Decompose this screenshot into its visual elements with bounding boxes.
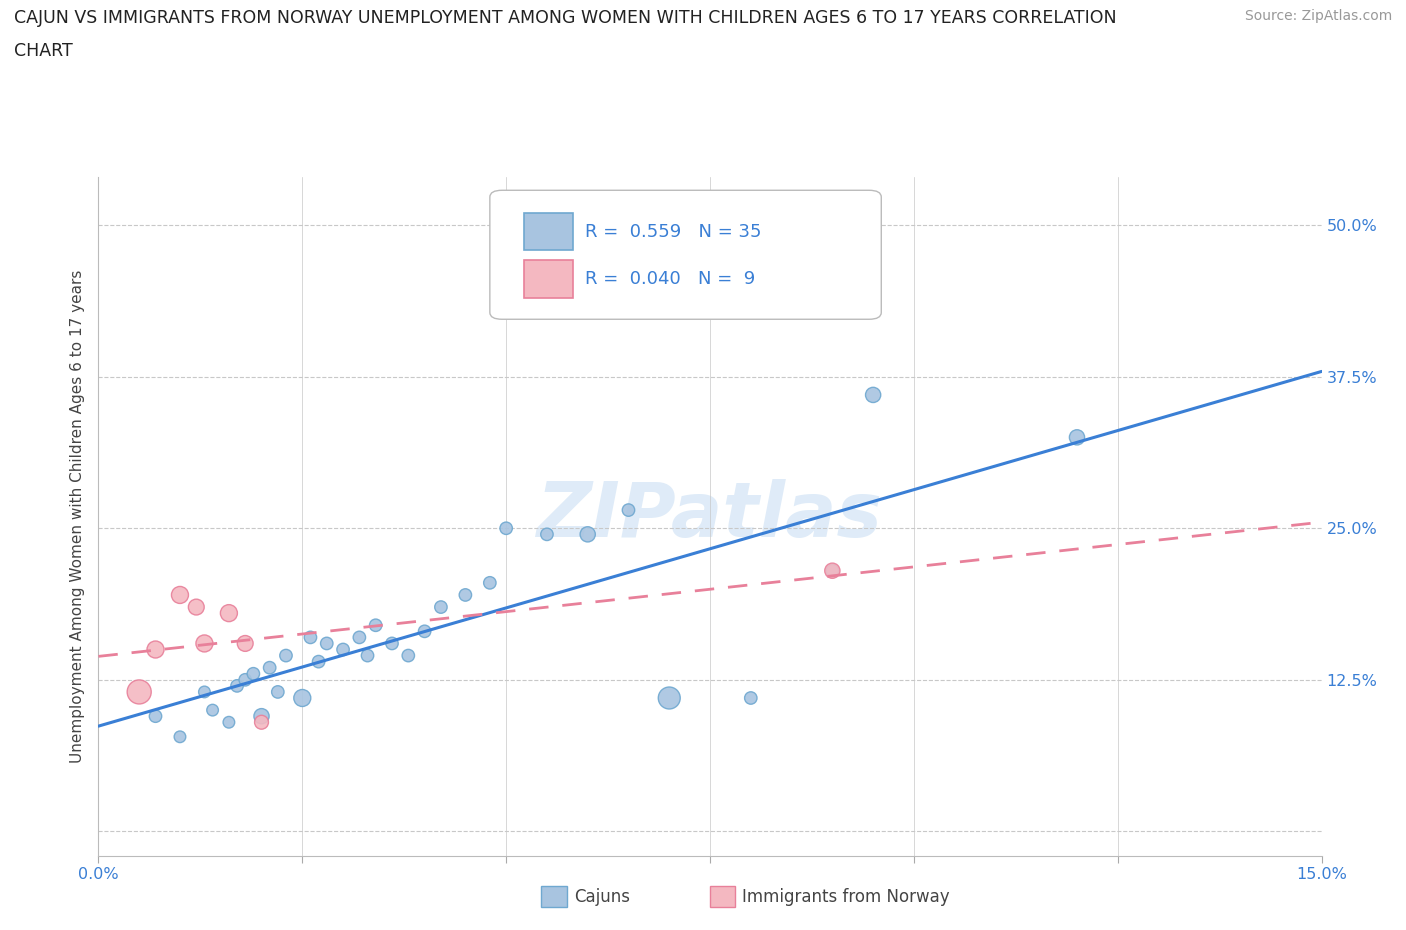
FancyBboxPatch shape (524, 213, 574, 250)
Point (186, 600, 208, 615)
Point (576, 527, 599, 542)
Point (821, 564, 844, 578)
Point (308, 654, 330, 669)
Point (740, 691, 762, 706)
Point (193, 636, 215, 651)
Point (364, 618, 387, 632)
Point (128, 684, 150, 699)
Point (250, 709, 273, 724)
Text: Source: ZipAtlas.com: Source: ZipAtlas.com (1244, 9, 1392, 23)
Point (536, 527, 558, 542)
Point (349, 630, 371, 644)
Point (233, 636, 256, 651)
Point (430, 600, 453, 615)
Point (454, 588, 477, 603)
Text: Immigrants from Norway: Immigrants from Norway (742, 887, 950, 906)
Point (193, 684, 215, 699)
Point (291, 691, 314, 706)
Point (495, 521, 517, 536)
Point (299, 630, 322, 644)
Point (145, 709, 167, 724)
Text: CHART: CHART (14, 42, 73, 60)
Point (274, 648, 297, 663)
Point (617, 502, 640, 517)
Point (218, 605, 240, 620)
Y-axis label: Unemployment Among Women with Children Ages 6 to 17 years: Unemployment Among Women with Children A… (70, 270, 86, 763)
Point (862, 388, 884, 403)
Point (267, 684, 290, 699)
Text: CAJUN VS IMMIGRANTS FROM NORWAY UNEMPLOYMENT AMONG WOMEN WITH CHILDREN AGES 6 TO: CAJUN VS IMMIGRANTS FROM NORWAY UNEMPLOY… (14, 9, 1116, 27)
Point (218, 715, 240, 730)
Point (356, 648, 378, 663)
Point (242, 666, 264, 681)
Point (233, 672, 256, 687)
Text: Cajuns: Cajuns (574, 887, 630, 906)
Text: R =  0.040   N =  9: R = 0.040 N = 9 (585, 271, 755, 288)
Point (658, 691, 681, 706)
Point (250, 715, 273, 730)
Point (201, 703, 224, 718)
Point (169, 588, 191, 603)
Point (381, 636, 404, 651)
Point (478, 576, 501, 591)
Point (226, 679, 249, 694)
FancyBboxPatch shape (489, 191, 882, 319)
Text: R =  0.559   N = 35: R = 0.559 N = 35 (585, 222, 762, 241)
Point (332, 642, 354, 657)
FancyBboxPatch shape (524, 260, 574, 298)
Point (821, 564, 844, 578)
Point (145, 642, 167, 657)
Point (315, 636, 337, 651)
Text: ZIPatlas: ZIPatlas (537, 479, 883, 553)
Point (396, 648, 419, 663)
Point (413, 624, 436, 639)
Point (1066, 430, 1088, 445)
Point (259, 660, 281, 675)
Point (169, 729, 191, 744)
